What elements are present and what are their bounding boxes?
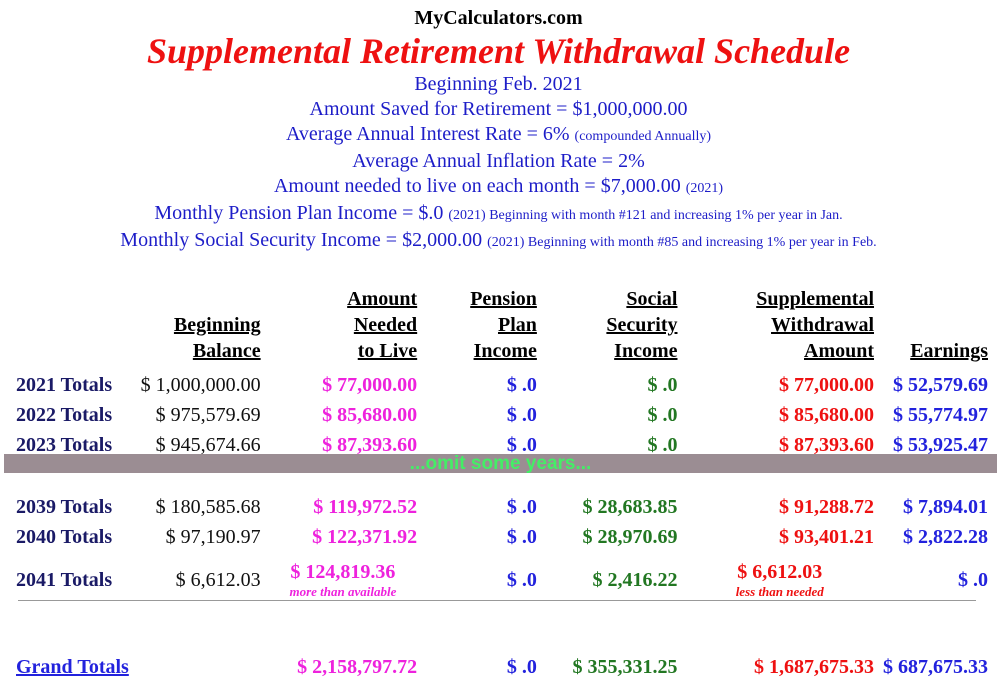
pension-income: $ .0 xyxy=(506,373,537,396)
earnings: $ 7,894.01 xyxy=(903,495,988,518)
amount-needed: $ 87,393.60 xyxy=(322,433,418,456)
withdrawal-schedule-table: Beginning Balance Amount Needed to Live … xyxy=(12,286,992,682)
header-supplemental-withdrawal: Supplemental Withdrawal Amount xyxy=(756,288,875,362)
earnings: $ .0 xyxy=(958,568,988,591)
pension-income-note: (2021) Beginning with month #121 and inc… xyxy=(448,208,843,223)
inflation-rate: Average Annual Inflation Rate = 2% xyxy=(352,150,645,172)
row-label: 2040 Totals xyxy=(16,525,113,548)
table-row: 2021 Totals $ 1,000,000.00 $ 77,000.00 $… xyxy=(12,370,992,400)
supplemental-withdrawal: $ 6,612.03 xyxy=(737,560,823,583)
beginning-balance: $ 1,000,000.00 xyxy=(140,373,261,396)
row-label: 2039 Totals xyxy=(16,495,113,518)
header-amount-needed: Amount Needed to Live xyxy=(347,288,418,362)
supplemental-withdrawal: $ 93,401.21 xyxy=(779,525,875,548)
amount-needed: $ 119,972.52 xyxy=(313,495,418,518)
table-header-row: Beginning Balance Amount Needed to Live … xyxy=(12,286,992,370)
grand-balance-empty xyxy=(133,652,265,682)
pension-income-line: Monthly Pension Plan Income = $.0 (2021)… xyxy=(0,201,997,228)
social-security-income: $ 2,416.22 xyxy=(592,568,678,591)
amount-needed-line: Amount needed to live on each month = $7… xyxy=(0,174,997,201)
pension-income: $ .0 xyxy=(506,403,537,426)
amount-needed-note: (2021) xyxy=(685,181,724,196)
grand-social-security: $ 355,331.25 xyxy=(572,655,678,678)
amount-needed: Amount needed to live on each month = $7… xyxy=(273,175,681,197)
earnings: $ 52,579.69 xyxy=(893,373,988,396)
social-security-income: $ .0 xyxy=(647,403,678,426)
row-label: 2021 Totals xyxy=(16,373,113,396)
beginning-balance: $ 975,579.69 xyxy=(155,403,261,426)
supplemental-withdrawal: $ 85,680.00 xyxy=(779,403,875,426)
amount-needed: $ 122,371.92 xyxy=(312,525,418,548)
beginning-balance: $ 945,674.66 xyxy=(155,433,261,456)
pension-income: $ .0 xyxy=(506,525,537,548)
social-security-income: $ .0 xyxy=(647,433,678,456)
page-title: Supplemental Retirement Withdrawal Sched… xyxy=(146,31,851,71)
grand-totals-cell: Grand Totals xyxy=(12,652,133,682)
pension-income: $ .0 xyxy=(506,433,537,456)
social-security-line: Monthly Social Security Income = $2,000.… xyxy=(0,228,997,255)
amount-saved: Amount Saved for Retirement = $1,000,000… xyxy=(309,98,688,120)
pension-income: Monthly Pension Plan Income = $.0 xyxy=(154,202,444,224)
supplemental-withdrawal: $ 91,288.72 xyxy=(779,495,875,518)
amount-needed: $ 77,000.00 xyxy=(322,373,418,396)
grand-amount-needed: $ 2,158,797.72 xyxy=(297,655,418,678)
supplemental-withdrawal: $ 77,000.00 xyxy=(779,373,875,396)
interest-rate-line: Average Annual Interest Rate = 6% (compo… xyxy=(0,122,997,149)
grand-supplemental-withdrawal: $ 1,687,675.33 xyxy=(754,655,875,678)
pension-income: $ .0 xyxy=(506,495,537,518)
social-security-income: Monthly Social Security Income = $2,000.… xyxy=(120,229,483,251)
less-than-needed-note: less than needed xyxy=(735,583,824,599)
header-spacer xyxy=(12,286,133,370)
header-beginning-balance: Beginning Balance xyxy=(173,314,261,362)
grand-totals-row: Grand Totals $ 2,158,797.72 $ .0 $ 355,3… xyxy=(12,652,992,682)
amount-needed: $ 85,680.00 xyxy=(322,403,418,426)
grand-totals-link[interactable]: Grand Totals xyxy=(16,655,129,678)
table-row: 2022 Totals $ 975,579.69 $ 85,680.00 $ .… xyxy=(12,400,992,430)
beginning-balance: $ 6,612.03 xyxy=(175,568,261,591)
interest-rate: Average Annual Interest Rate = 6% xyxy=(285,123,570,145)
header-social-security: Social Security Income xyxy=(606,288,678,362)
supplemental-withdrawal: $ 87,393.60 xyxy=(779,433,875,456)
row-label: 2023 Totals xyxy=(16,433,113,456)
totals-divider xyxy=(18,600,976,601)
table-row: 2039 Totals $ 180,585.68 $ 119,972.52 $ … xyxy=(12,492,992,522)
table-row: 2023 Totals $ 945,674.66 $ 87,393.60 $ .… xyxy=(12,430,992,460)
earnings: $ 55,774.97 xyxy=(893,403,988,426)
beginning-balance: $ 97,190.97 xyxy=(165,525,261,548)
more-than-available-note: more than available xyxy=(289,583,397,599)
social-security-income: $ 28,970.69 xyxy=(582,525,678,548)
row-label: 2041 Totals xyxy=(16,568,113,591)
grand-pension-income: $ .0 xyxy=(506,655,537,678)
social-security-income: $ 28,683.85 xyxy=(582,495,678,518)
supplemental-withdrawal-cell: $ 6,612.03 less than needed xyxy=(681,552,878,608)
amount-needed: $ 124,819.36 xyxy=(290,560,396,583)
table-row: 2040 Totals $ 97,190.97 $ 122,371.92 $ .… xyxy=(12,522,992,552)
divider-gap-row xyxy=(12,608,992,652)
beginning-date: Beginning Feb. 2021 xyxy=(414,73,583,95)
social-security-income: $ .0 xyxy=(647,373,678,396)
table-row: 2041 Totals $ 6,612.03 $ 124,819.36 more… xyxy=(12,552,992,608)
report-header: MyCalculators.com Supplemental Retiremen… xyxy=(0,6,997,255)
omit-years-banner: ...omit some years... xyxy=(4,454,997,473)
site-name: MyCalculators.com xyxy=(414,7,583,29)
interest-note: (compounded Annually) xyxy=(574,129,712,144)
header-pension-income: Pension Plan Income xyxy=(470,288,537,362)
earnings: $ 53,925.47 xyxy=(893,433,988,456)
social-security-note: (2021) Beginning with month #85 and incr… xyxy=(487,235,877,250)
amount-needed-cell: $ 124,819.36 more than available xyxy=(265,552,422,608)
row-label: 2022 Totals xyxy=(16,403,113,426)
grand-earnings: $ 687,675.33 xyxy=(883,655,988,678)
earnings: $ 2,822.28 xyxy=(903,525,988,548)
pension-income: $ .0 xyxy=(506,568,537,591)
header-earnings: Earnings xyxy=(910,340,988,362)
beginning-balance: $ 180,585.68 xyxy=(155,495,261,518)
